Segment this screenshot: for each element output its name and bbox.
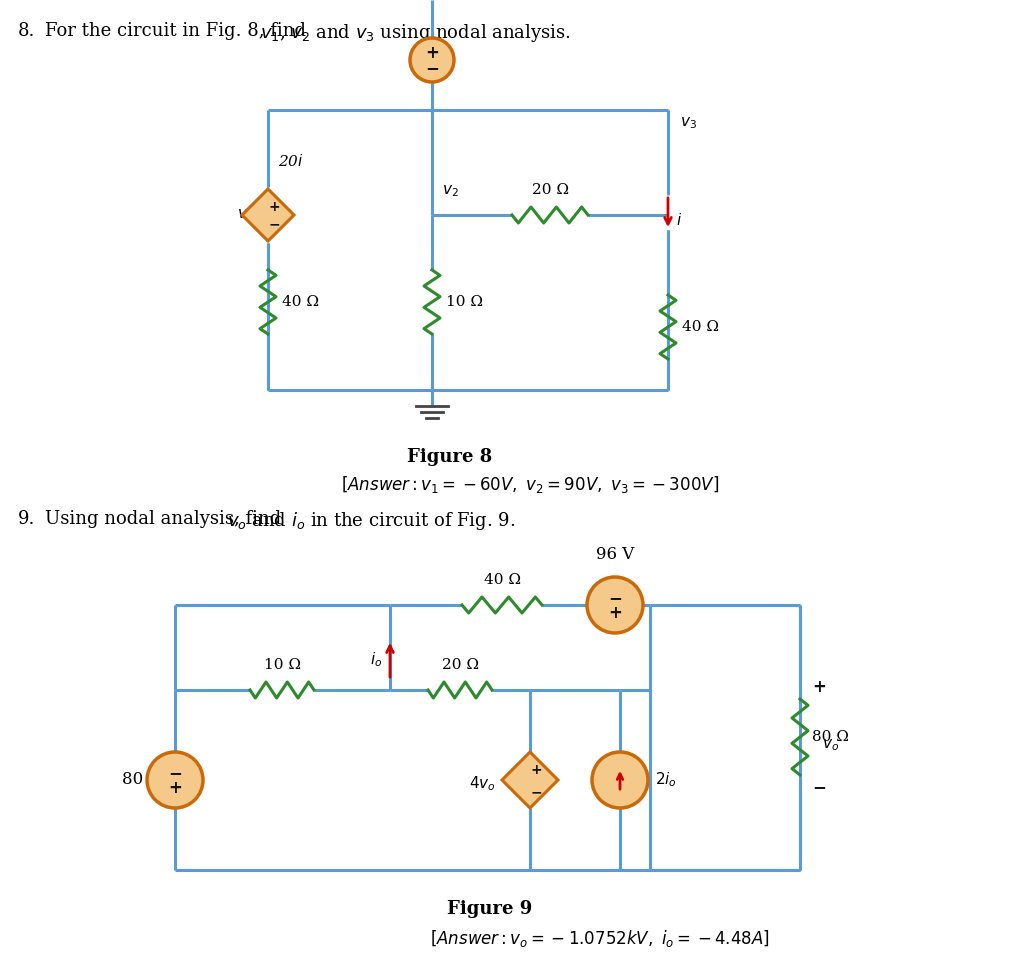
Text: 40 Ω: 40 Ω: [483, 573, 520, 587]
Text: +: +: [425, 44, 439, 62]
Text: −: −: [608, 589, 622, 607]
Text: $v_o$ and $i_o$ in the circuit of Fig. 9.: $v_o$ and $i_o$ in the circuit of Fig. 9…: [227, 510, 515, 532]
Circle shape: [410, 38, 454, 82]
Text: 9.: 9.: [18, 510, 36, 528]
Text: +: +: [268, 200, 280, 214]
Circle shape: [592, 752, 648, 808]
Text: +: +: [608, 604, 622, 622]
Text: 10 Ω: 10 Ω: [263, 658, 300, 672]
Text: 8.: 8.: [18, 22, 36, 40]
Text: Figure 8: Figure 8: [408, 448, 493, 466]
Text: −: −: [425, 59, 439, 77]
Text: $2i_o$: $2i_o$: [655, 770, 677, 789]
Text: 10 Ω: 10 Ω: [446, 295, 483, 309]
Text: $v_1$, $v_2$ and $v_3$ using nodal analysis.: $v_1$, $v_2$ and $v_3$ using nodal analy…: [260, 22, 571, 44]
Text: For the circuit in Fig. 8, find: For the circuit in Fig. 8, find: [45, 22, 311, 40]
Text: 80 Ω: 80 Ω: [812, 730, 849, 744]
Text: $v_1$: $v_1$: [238, 207, 254, 223]
Circle shape: [147, 752, 203, 808]
Text: −: −: [168, 764, 182, 782]
Text: +: +: [812, 678, 826, 696]
Text: −: −: [268, 217, 280, 231]
Text: Figure 9: Figure 9: [447, 900, 532, 918]
Text: +: +: [168, 779, 182, 797]
Text: Using nodal analysis, find: Using nodal analysis, find: [45, 510, 287, 528]
Circle shape: [587, 577, 643, 633]
Text: $v_2$: $v_2$: [442, 183, 459, 199]
Text: 20 Ω: 20 Ω: [441, 658, 478, 672]
Text: $[Answer: v_1=-60V,\ v_2=90V,\ v_3=-300V]$: $[Answer: v_1=-60V,\ v_2=90V,\ v_3=-300V…: [341, 474, 719, 495]
Text: $i_o$: $i_o$: [370, 651, 382, 669]
Text: $4v_o$: $4v_o$: [469, 774, 496, 794]
Text: 40 Ω: 40 Ω: [282, 295, 319, 309]
Text: 20$i$: 20$i$: [278, 153, 304, 169]
Text: −: −: [812, 778, 826, 796]
Text: $v_3$: $v_3$: [680, 115, 697, 131]
Text: 40 Ω: 40 Ω: [682, 320, 719, 334]
Polygon shape: [242, 189, 294, 241]
Text: $[Answer: v_o=-1.0752kV,\ i_o=-4.48A]$: $[Answer: v_o=-1.0752kV,\ i_o=-4.48A]$: [430, 928, 770, 949]
Text: 80 V: 80 V: [122, 771, 160, 789]
Text: $v_o$: $v_o$: [822, 737, 839, 753]
Polygon shape: [502, 752, 558, 808]
Text: +: +: [530, 763, 542, 777]
Text: $i$: $i$: [676, 212, 682, 228]
Text: 20 Ω: 20 Ω: [531, 183, 568, 197]
Text: −: −: [530, 785, 542, 799]
Text: 96 V: 96 V: [596, 546, 634, 563]
